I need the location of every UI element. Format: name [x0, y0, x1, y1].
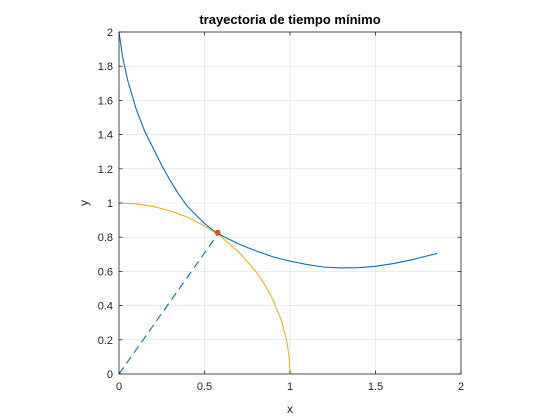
x-tick-label: 0 [116, 381, 122, 393]
y-tick-label: 0.2 [98, 335, 113, 347]
y-tick-label: 1.2 [98, 164, 113, 176]
y-tick-label: 1.6 [98, 95, 113, 107]
y-tick-labels: 0 0.2 0.4 0.6 0.8 1 1.2 1.4 1.6 1.8 2 [98, 27, 113, 381]
y-tick-label: 1.8 [98, 61, 113, 73]
y-tick-label: 0 [107, 369, 113, 381]
series-line-0 [118, 31, 438, 269]
x-tick-label: 1 [287, 381, 293, 393]
y-tick-label: 0.6 [98, 266, 113, 278]
series-line-1 [118, 202, 291, 375]
y-tick-label: 1 [107, 198, 113, 210]
x-tick-label: 0.5 [197, 381, 212, 393]
y-tick-label: 0.8 [98, 232, 113, 244]
x-tick-labels: 0 0.5 1 1.5 2 [116, 381, 464, 393]
x-tick-label: 1.5 [368, 381, 383, 393]
y-axis-label: y [77, 200, 91, 206]
y-tick-label: 1.4 [98, 130, 113, 142]
x-tick-label: 2 [458, 381, 464, 393]
ticks [118, 31, 462, 375]
markers-group [214, 229, 221, 236]
series-line-2 [118, 233, 219, 375]
x-axis-label: x [287, 402, 293, 416]
y-tick-label: 2 [107, 27, 113, 39]
chart-title: trayectoria de tiempo mínimo [199, 12, 380, 27]
grid [118, 31, 462, 375]
y-tick-label: 0.4 [98, 301, 113, 313]
intersection-marker [214, 229, 221, 236]
series-group [118, 31, 438, 375]
